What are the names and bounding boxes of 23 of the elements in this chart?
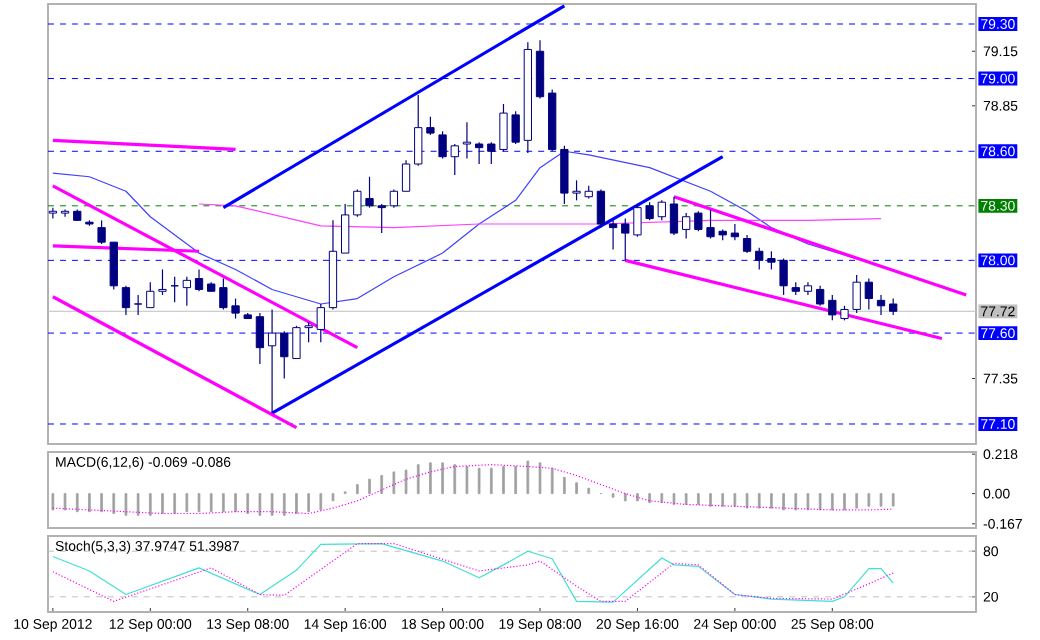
candlestick [596, 188, 606, 229]
candlestick [876, 294, 886, 316]
candlestick [389, 188, 399, 209]
candlestick [341, 203, 350, 254]
candlestick [401, 159, 411, 192]
candlestick [682, 212, 691, 240]
candlestick [608, 219, 618, 251]
candlestick [121, 285, 131, 316]
candlestick [815, 285, 825, 307]
candlestick [742, 234, 752, 254]
candlestick [182, 276, 191, 307]
candlestick [194, 268, 204, 292]
candlestick [255, 312, 265, 365]
candlestick [535, 39, 545, 100]
candlestick [864, 277, 873, 311]
candlestick [669, 196, 679, 236]
candlestick [730, 223, 740, 241]
candlestick [48, 207, 58, 220]
candlestick [462, 121, 472, 160]
candlestick [474, 141, 484, 165]
candlestick [133, 294, 143, 316]
candlestick [267, 308, 277, 414]
candlestick [60, 208, 70, 218]
